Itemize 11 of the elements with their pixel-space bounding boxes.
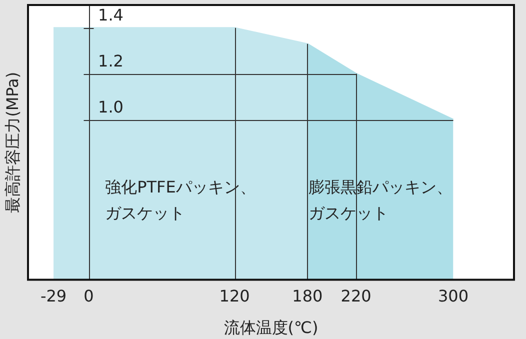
x-tick-label: 120 [219,286,250,306]
x-tick-label: 0 [84,286,94,306]
y-tick-label: 1.2 [98,52,124,71]
x-axis-title: 流体温度(℃) [224,318,318,338]
x-tick-label: 180 [292,286,323,306]
y-tick-label: 1.4 [98,6,124,25]
y-axis-title: 最高許容圧力(MPa) [3,72,22,213]
x-tick-label: 220 [340,286,372,306]
x-tick-label: -29 [40,286,67,306]
x-tick-label: 300 [438,286,469,306]
y-tick-label: 1.0 [98,98,124,117]
